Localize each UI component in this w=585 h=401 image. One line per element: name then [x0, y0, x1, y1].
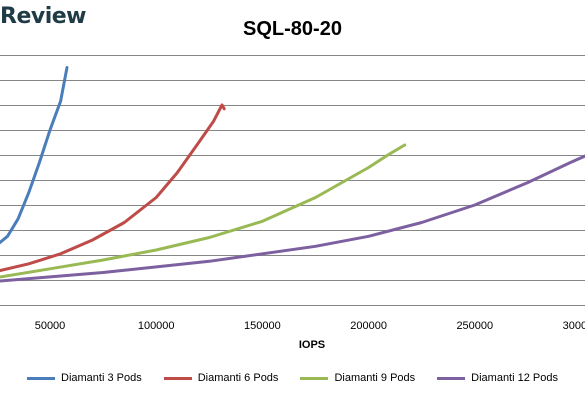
legend-swatch [27, 376, 55, 380]
x-tick-label: 50000 [35, 320, 66, 332]
x-tick-label: 150000 [244, 320, 281, 332]
series-line-4 [0, 154, 585, 283]
legend-label: Diamanti 9 Pods [334, 372, 416, 384]
series-line-3 [0, 143, 407, 279]
brand-logo-text: Review [0, 4, 87, 29]
legend-item-3: Diamanti 9 Pods [300, 372, 415, 384]
legend-swatch [300, 376, 329, 380]
x-tick-labels: 50000 100000 150000 200000 250000 300000 [35, 320, 585, 332]
x-tick-label: 100000 [138, 320, 175, 332]
x-axis-title: IOPS [299, 339, 325, 351]
legend-item-2: Diamanti 6 Pods [163, 372, 279, 384]
chart-title: SQL-80-20 [243, 18, 342, 40]
legend-swatch [163, 376, 192, 380]
gridlines [0, 55, 585, 306]
legend-item-1: Diamanti 3 Pods [27, 372, 142, 384]
legend-item-4: Diamanti 12 Pods [437, 372, 558, 384]
legend-label: Diamanti 6 Pods [197, 372, 279, 384]
x-tick-label: 200000 [350, 320, 387, 332]
series-line-1 [0, 66, 69, 245]
legend-label: Diamanti 3 Pods [61, 372, 142, 384]
legend: Diamanti 3 Pods Diamanti 6 Pods Diamanti 9… [0, 372, 585, 384]
series-lines [0, 66, 585, 283]
x-tick-label: 300000 [563, 320, 585, 332]
legend-swatch [437, 376, 466, 380]
legend-label: Diamanti 12 Pods [471, 372, 558, 384]
series-line-2 [0, 103, 226, 273]
x-tick-label: 250000 [456, 320, 493, 332]
